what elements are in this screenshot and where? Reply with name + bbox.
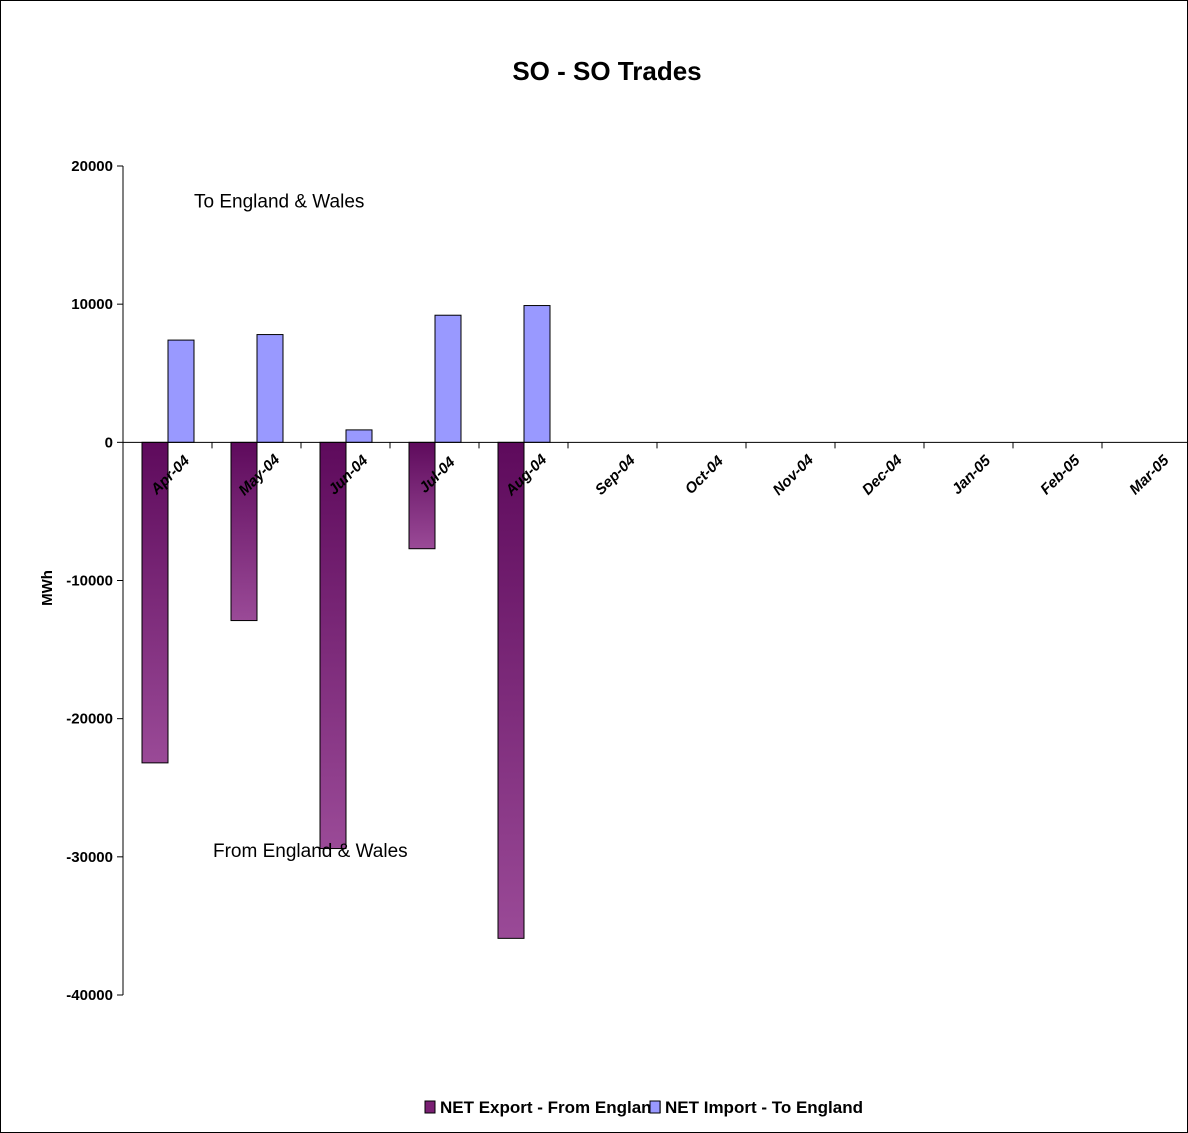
y-axis-label: MWh	[39, 570, 56, 606]
y-tick-label: 10000	[71, 296, 113, 313]
export-bar	[497, 441, 525, 939]
legend-swatch-export	[424, 1100, 436, 1114]
y-tick-label: -30000	[66, 849, 113, 866]
import-bar	[523, 305, 551, 443]
y-tick-label: -10000	[66, 573, 113, 590]
legend-label-export: NET Export - From England	[440, 1098, 662, 1117]
legend: NET Export - From England NET Import - To…	[424, 1098, 863, 1117]
chart-title: SO - SO Trades	[512, 56, 701, 86]
y-tick-label: -40000	[66, 987, 113, 1004]
y-tick-label: -20000	[66, 711, 113, 728]
y-axis: 20000 10000 0 -10000 -20000 -30000 -40000	[66, 158, 124, 1004]
annotations: To England & Wales From England & Wales	[194, 192, 408, 862]
export-bar	[319, 441, 347, 850]
y-tick-label: 0	[105, 434, 113, 451]
y-tick-label: 20000	[71, 158, 113, 175]
export-bar	[408, 441, 436, 550]
import-bar	[256, 334, 284, 443]
annotation: To England & Wales	[194, 192, 364, 213]
x-axis	[122, 441, 1188, 449]
import-bar	[345, 429, 373, 443]
legend-swatch-import	[649, 1100, 661, 1114]
export-bar	[141, 441, 169, 764]
bars	[141, 305, 551, 939]
export-bar	[230, 441, 258, 622]
legend-label-import: NET Import - To England	[665, 1098, 863, 1117]
annotation: From England & Wales	[213, 841, 408, 862]
import-bar	[434, 314, 462, 443]
import-bar	[167, 339, 195, 443]
